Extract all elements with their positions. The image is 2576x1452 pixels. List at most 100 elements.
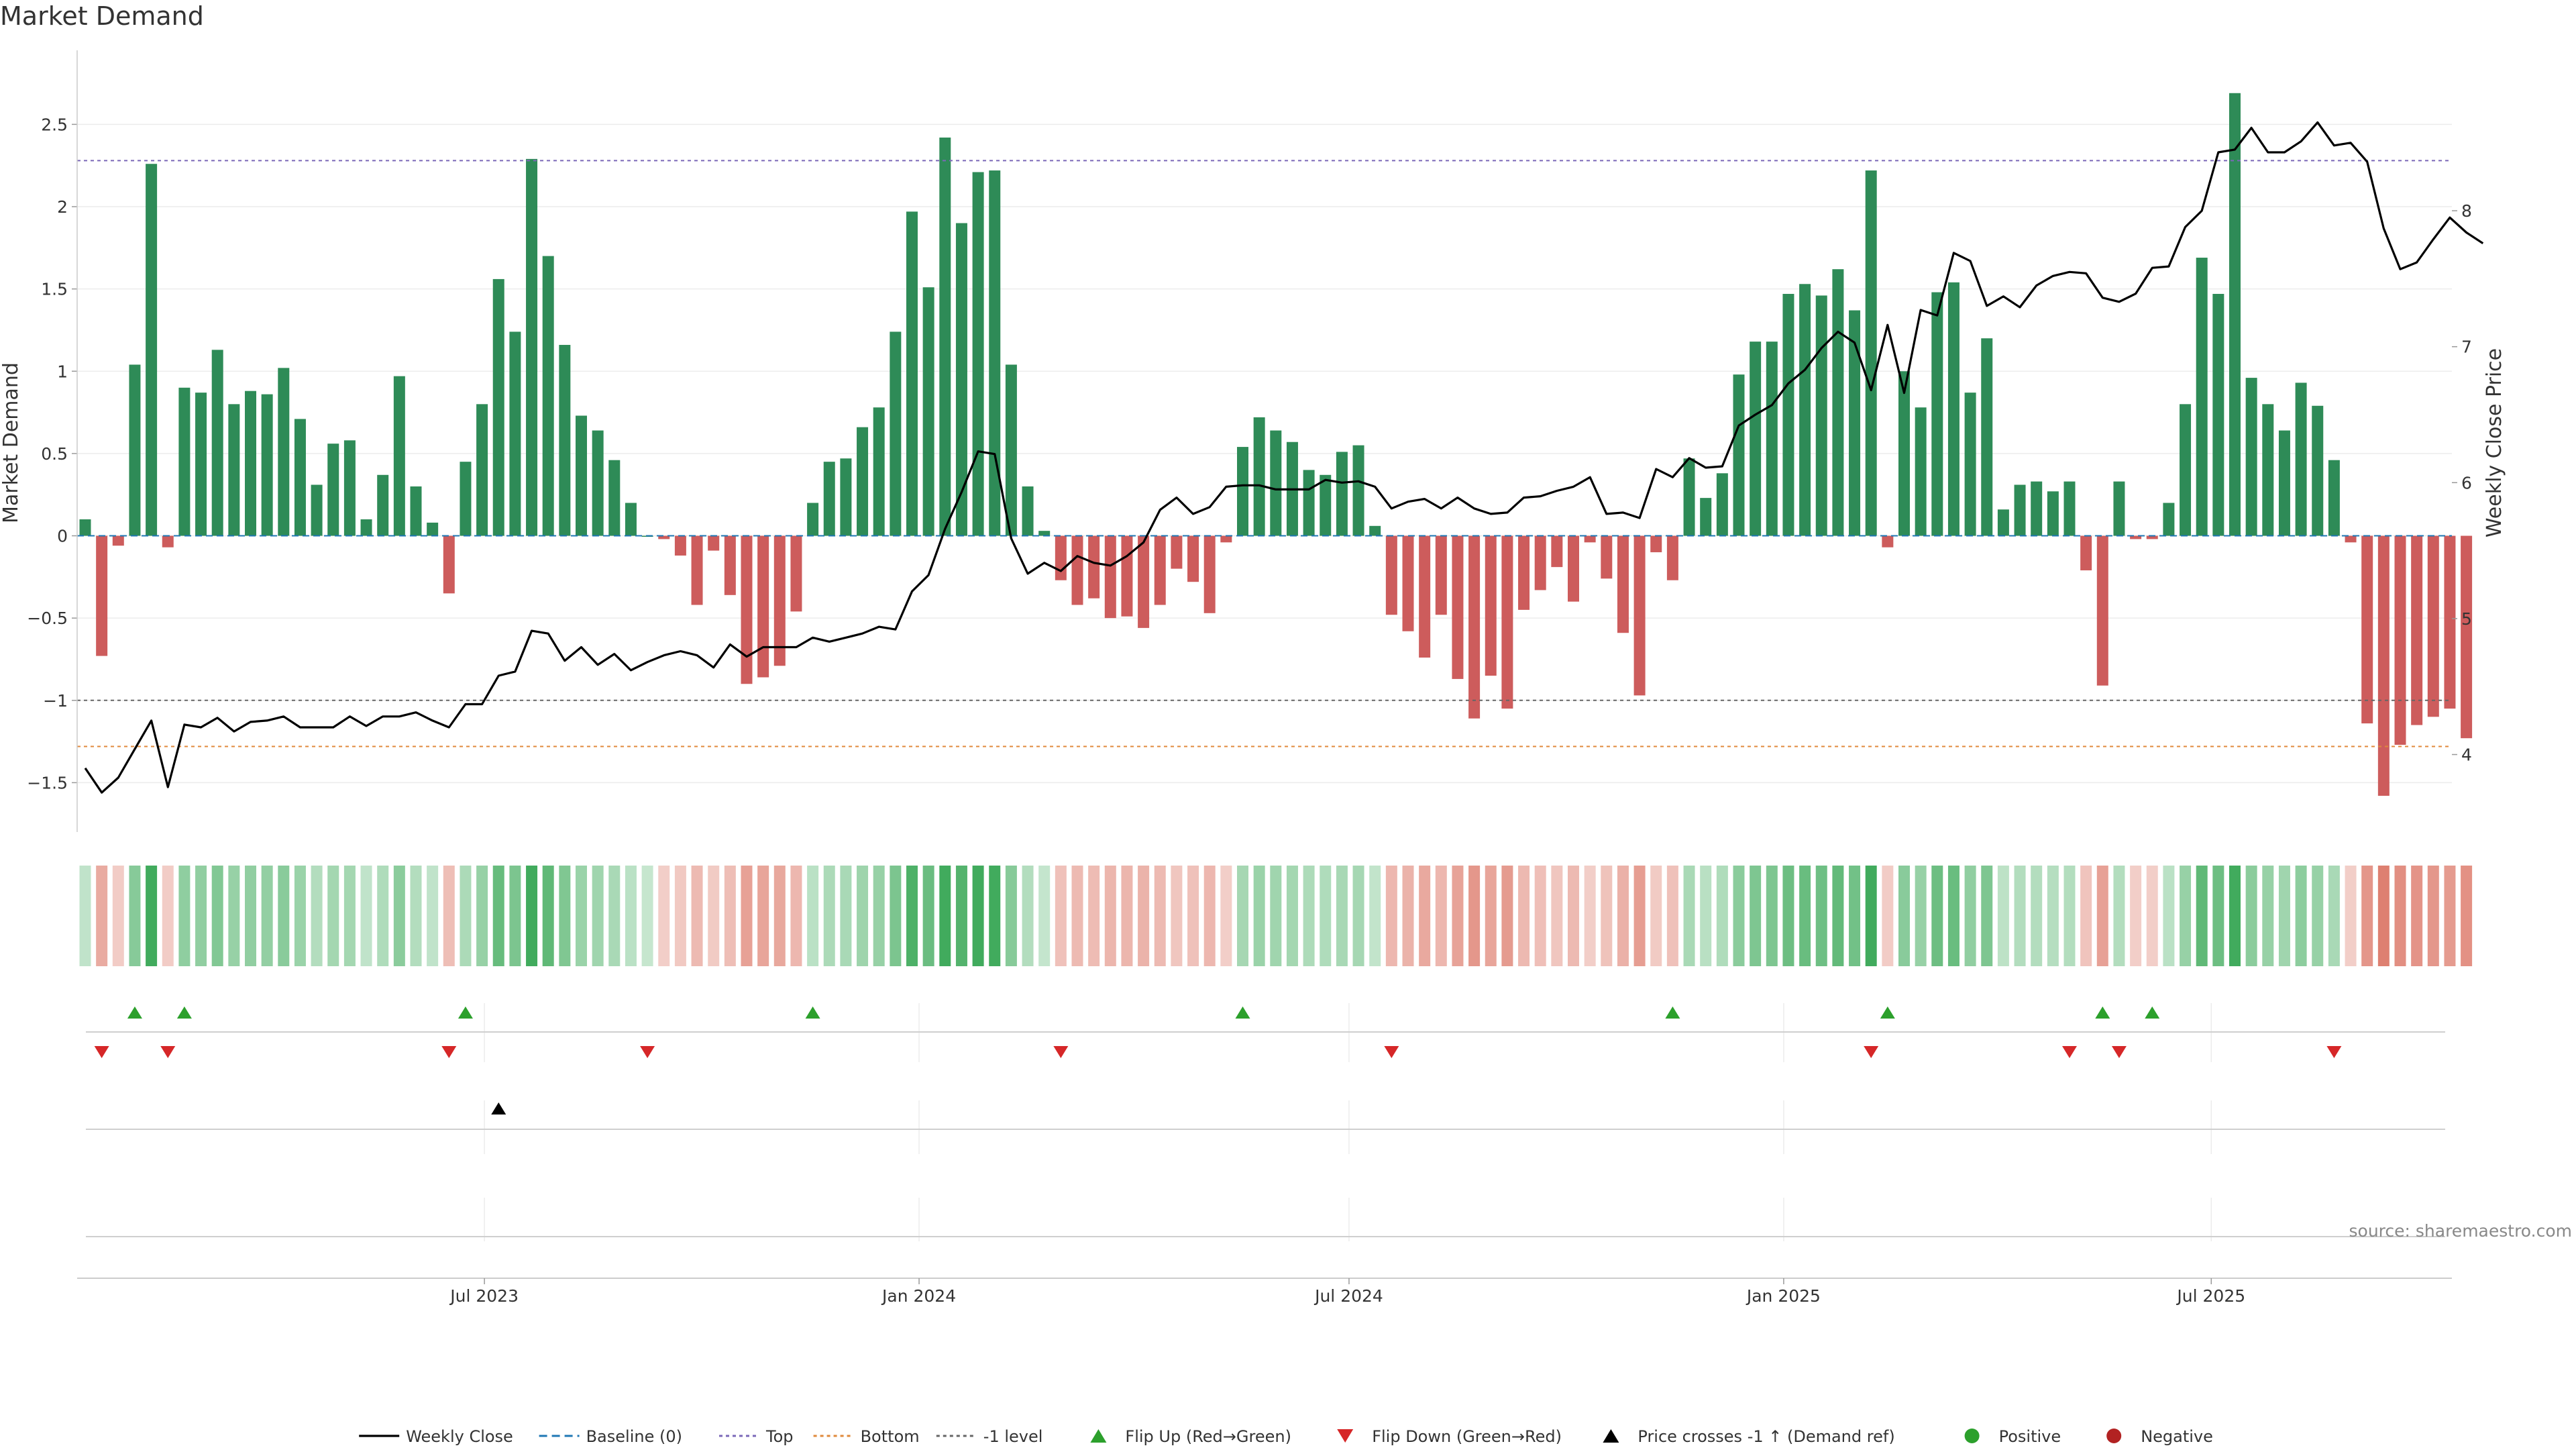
heat-cell xyxy=(1171,866,1183,966)
heat-cell xyxy=(1700,866,1712,966)
heat-cell xyxy=(2461,866,2473,966)
demand-bar xyxy=(1203,535,1216,613)
demand-bar xyxy=(245,391,256,536)
heat-cell xyxy=(2047,866,2059,966)
demand-bar xyxy=(972,172,984,536)
heat-cell xyxy=(2163,866,2175,966)
legend-label: Top xyxy=(765,1427,794,1446)
heat-cell xyxy=(1683,866,1695,966)
demand-bar xyxy=(1022,486,1034,536)
demand-bar xyxy=(1055,535,1067,580)
heat-cell xyxy=(989,866,1001,966)
heat-cell xyxy=(757,866,769,966)
heat-cell xyxy=(311,866,323,966)
flip-up-marker xyxy=(1880,1006,1895,1019)
legend-item: Baseline (0) xyxy=(539,1427,682,1446)
flip-up-marker xyxy=(1665,1006,1680,1019)
heat-cell xyxy=(741,866,753,966)
demand-bar xyxy=(1947,282,1960,536)
heat-cell xyxy=(2080,866,2092,966)
demand-bar xyxy=(1568,535,1579,602)
legend-label: Flip Up (Red→Green) xyxy=(1125,1427,1291,1446)
demand-bar xyxy=(724,535,736,595)
demand-bar xyxy=(1601,535,1613,579)
y-tick-label-left: −1 xyxy=(43,691,68,711)
demand-bar xyxy=(1799,284,1811,536)
y-tick-label-left: 0 xyxy=(57,527,68,546)
demand-bar xyxy=(955,223,967,536)
demand-bar xyxy=(1815,295,1827,536)
demand-bar xyxy=(2312,405,2324,536)
heat-cell xyxy=(1336,866,1348,966)
heat-cell xyxy=(2278,866,2290,966)
demand-bar xyxy=(2328,460,2340,536)
flip-down-marker xyxy=(160,1046,176,1058)
chart-title: Market Demand xyxy=(0,1,204,31)
demand-bar xyxy=(2411,535,2423,725)
demand-bar xyxy=(1104,535,1116,619)
flip-down-marker xyxy=(1864,1046,1879,1058)
y-tick-label-left: 1.5 xyxy=(41,280,68,299)
y-tick-label-right: 6 xyxy=(2461,473,2472,492)
heat-cell xyxy=(1666,866,1678,966)
demand-bar xyxy=(2262,404,2274,536)
heat-cell xyxy=(2130,866,2142,966)
legend-label: Weekly Close xyxy=(406,1427,513,1446)
demand-bar xyxy=(1385,535,1397,615)
legend: Weekly Close Baseline (0) Top Bottom -1 leve… xyxy=(359,1427,2213,1446)
demand-bar xyxy=(2196,258,2208,536)
heat-cell xyxy=(2212,866,2224,966)
heat-cell xyxy=(641,866,653,966)
demand-bar xyxy=(1336,452,1348,536)
demand-bar xyxy=(1633,535,1646,696)
demand-bar xyxy=(1452,535,1464,679)
demand-bar xyxy=(2014,484,2026,536)
demand-bar xyxy=(1700,498,1712,536)
heat-cell xyxy=(2096,866,2108,966)
heat-cell xyxy=(211,866,223,966)
demand-bar xyxy=(1270,430,1282,536)
demand-bar xyxy=(922,287,934,536)
y-axis-label-right: Weekly Close Price xyxy=(2483,348,2506,537)
heat-cell xyxy=(807,866,819,966)
heat-cell xyxy=(1121,866,1133,966)
heat-cell xyxy=(2031,866,2043,966)
demand-bar xyxy=(1468,535,1481,719)
weekly-close-line-group xyxy=(84,121,2484,794)
heat-cell xyxy=(526,866,538,966)
heat-cell xyxy=(294,866,306,966)
demand-bar xyxy=(2345,535,2357,543)
demand-bar xyxy=(2361,535,2373,724)
demand-bar xyxy=(96,535,108,656)
x-tick-label: Jan 2025 xyxy=(1746,1286,1821,1306)
heat-cell xyxy=(1518,866,1530,966)
heat-cell xyxy=(460,866,472,966)
heat-cell xyxy=(1915,866,1927,966)
heat-cell xyxy=(278,866,290,966)
heat-cell xyxy=(1584,866,1596,966)
demand-bar xyxy=(1138,535,1150,628)
flip-down-marker xyxy=(2111,1046,2127,1058)
heat-cell xyxy=(1286,866,1298,966)
weekly-close-line xyxy=(84,121,2484,794)
heat-cell xyxy=(1138,866,1150,966)
heat-cell xyxy=(1865,866,1877,966)
price-cross-marker xyxy=(491,1102,506,1114)
heat-cell xyxy=(1203,866,1216,966)
heat-cell xyxy=(2295,866,2307,966)
legend-item: -1 level xyxy=(936,1427,1042,1446)
price-cross-markers xyxy=(491,1102,506,1114)
heat-cell xyxy=(1964,866,1976,966)
heat-cell xyxy=(195,866,207,966)
demand-bar xyxy=(1865,170,1877,536)
demand-bar xyxy=(1518,535,1530,610)
heat-cell xyxy=(790,866,802,966)
heat-cell xyxy=(2063,866,2076,966)
heat-cell xyxy=(972,866,984,966)
heat-cell xyxy=(1849,866,1861,966)
demand-bar xyxy=(1882,535,1894,548)
demand-bar xyxy=(1584,535,1596,543)
demand-bar xyxy=(1832,269,1844,536)
heat-cell xyxy=(1650,866,1662,966)
